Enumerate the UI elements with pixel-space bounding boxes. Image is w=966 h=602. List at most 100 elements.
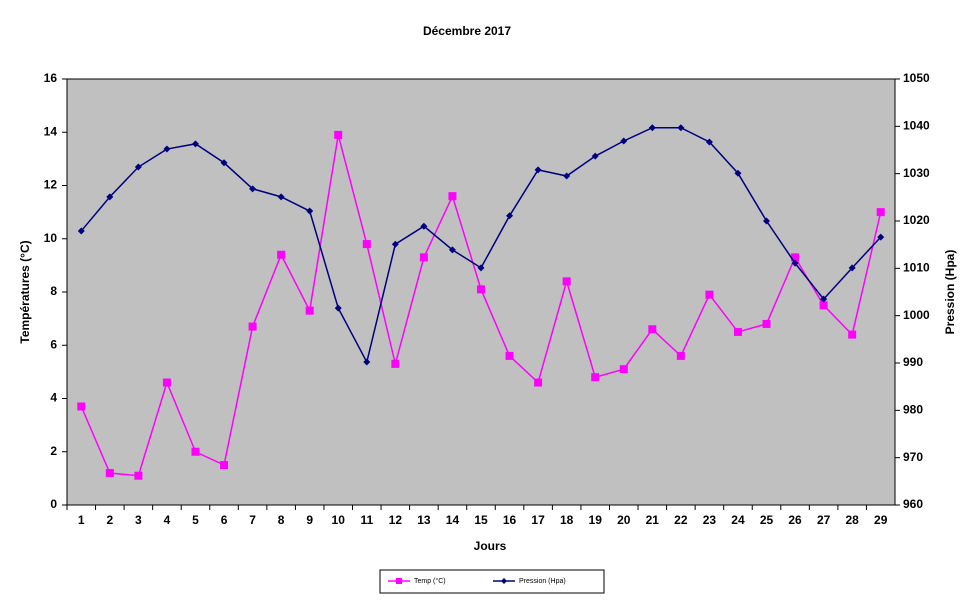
- marker: [791, 259, 799, 267]
- x-tick-label: 23: [703, 513, 717, 527]
- marker: [591, 373, 600, 382]
- marker: [848, 264, 856, 272]
- y-tick-label: 14: [44, 124, 58, 138]
- x-tick-label: 19: [589, 513, 603, 527]
- marker: [876, 208, 885, 217]
- legend-marker: [501, 578, 507, 584]
- y2-tick-label: 1010: [903, 261, 930, 275]
- x-tick-label: 1: [78, 513, 85, 527]
- x-tick-label: 12: [389, 513, 403, 527]
- x-tick-label: 7: [249, 513, 256, 527]
- marker: [249, 185, 257, 193]
- marker: [248, 322, 257, 331]
- marker: [362, 240, 371, 249]
- x-tick-label: 11: [360, 513, 373, 527]
- marker: [763, 217, 771, 225]
- y2-tick-label: 1040: [903, 119, 930, 133]
- marker: [77, 402, 86, 411]
- y2-tick-label: 960: [903, 497, 923, 511]
- marker: [620, 137, 628, 145]
- legend-label: Pression (Hpa): [519, 578, 566, 585]
- marker: [448, 192, 457, 201]
- marker: [363, 358, 371, 366]
- marker: [762, 319, 771, 328]
- marker: [477, 285, 485, 294]
- x-tick-label: 14: [446, 513, 460, 527]
- y2-tick-label: 1050: [903, 71, 930, 85]
- marker: [676, 351, 685, 360]
- x-tick-label: 29: [874, 513, 888, 527]
- x-tick-label: 8: [278, 513, 285, 527]
- marker: [534, 378, 543, 387]
- marker: [220, 159, 228, 167]
- marker: [162, 378, 171, 387]
- marker: [191, 140, 199, 148]
- y2-tick-label: 990: [903, 355, 923, 369]
- marker: [134, 471, 143, 480]
- marker: [534, 166, 542, 174]
- marker: [648, 124, 656, 132]
- marker: [819, 301, 828, 310]
- x-tick-label: 2: [106, 513, 113, 527]
- legend-marker: [396, 578, 402, 584]
- y2-tick-label: 970: [903, 450, 923, 464]
- marker: [448, 246, 456, 254]
- marker: [419, 253, 428, 262]
- x-tick-label: 26: [788, 513, 802, 527]
- x-tick-label: 5: [192, 513, 199, 527]
- marker: [191, 447, 200, 456]
- marker: [334, 130, 343, 139]
- marker: [277, 193, 285, 201]
- x-tick-label: 4: [164, 513, 171, 527]
- x-tick-label: 10: [332, 513, 346, 527]
- marker: [305, 306, 314, 315]
- marker: [877, 233, 885, 241]
- marker: [391, 359, 400, 368]
- y-tick-label: 6: [50, 337, 57, 351]
- x-tick-label: 21: [646, 513, 660, 527]
- marker: [506, 212, 514, 220]
- marker: [619, 365, 628, 374]
- marker: [220, 461, 229, 470]
- x-tick-label: 6: [221, 513, 228, 527]
- marker: [677, 124, 685, 132]
- x-tick-label: 9: [306, 513, 313, 527]
- marker: [734, 169, 742, 177]
- marker: [77, 227, 85, 235]
- marker: [733, 327, 742, 336]
- marker: [106, 193, 114, 201]
- x-tick-label: 18: [560, 513, 574, 527]
- marker: [420, 222, 428, 230]
- marker: [591, 152, 599, 160]
- y-tick-label: 16: [44, 71, 58, 85]
- legend-label: Temp (°C): [414, 577, 446, 585]
- marker: [477, 264, 485, 272]
- chart-title: Décembre 2017: [423, 24, 511, 38]
- marker: [563, 172, 571, 180]
- marker: [820, 295, 828, 303]
- x-tick-label: 28: [845, 513, 859, 527]
- marker: [705, 290, 714, 299]
- x-tick-label: 15: [474, 513, 488, 527]
- legend-box: [379, 569, 605, 594]
- marker: [306, 207, 314, 215]
- x-tick-label: 3: [135, 513, 142, 527]
- marker: [163, 145, 171, 153]
- marker: [705, 138, 713, 146]
- x-tick-label: 13: [417, 513, 431, 527]
- y-tick-label: 0: [50, 497, 57, 511]
- marker: [334, 304, 342, 312]
- x-tick-label: 25: [760, 513, 774, 527]
- marker: [105, 469, 114, 478]
- marker: [562, 277, 571, 286]
- marker: [848, 330, 857, 339]
- x-axis-title: Jours: [474, 539, 507, 553]
- x-tick-label: 27: [817, 513, 831, 527]
- y2-axis-title: Pression (Hpa): [943, 250, 957, 335]
- x-tick-label: 17: [531, 513, 545, 527]
- y-tick-label: 2: [50, 444, 57, 458]
- y-tick-label: 8: [50, 284, 57, 298]
- y2-tick-label: 1030: [903, 166, 930, 180]
- marker: [648, 325, 657, 334]
- y-tick-label: 4: [50, 391, 57, 405]
